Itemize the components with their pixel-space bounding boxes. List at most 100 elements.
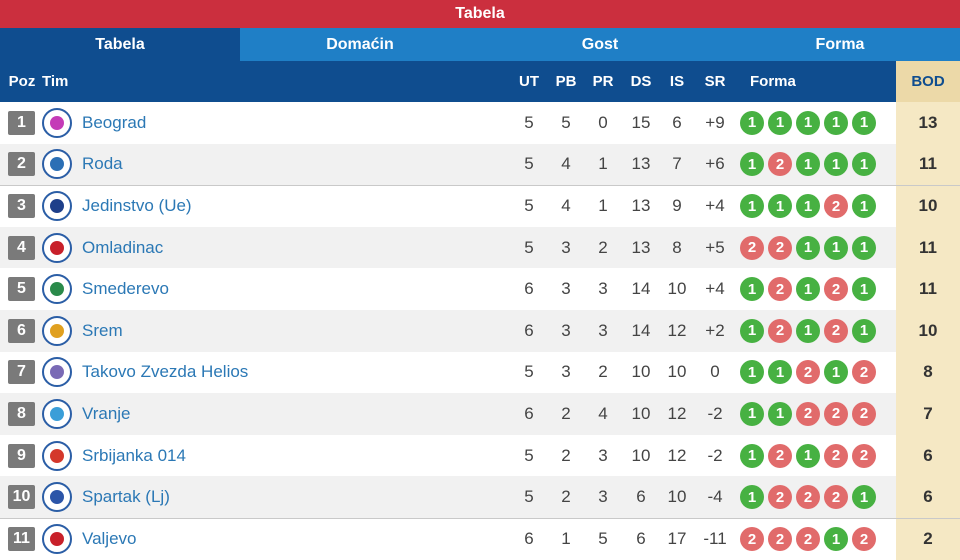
form-result: 1 <box>796 318 820 343</box>
sr-cell: +4 <box>705 279 725 299</box>
form-result: 1 <box>824 152 848 177</box>
position-cell: 3 <box>0 186 44 227</box>
team-name[interactable]: Vranje <box>82 403 131 423</box>
position-badge: 4 <box>8 235 35 260</box>
form-result: 2 <box>824 194 848 219</box>
ut-cell: 5 <box>524 362 534 382</box>
team-name[interactable]: Roda <box>82 154 123 174</box>
pb-cell: 1 <box>561 529 571 549</box>
position-cell: 4 <box>0 227 44 269</box>
team-logo-icon <box>42 107 72 138</box>
tab-tabela[interactable]: Tabela <box>0 28 240 61</box>
team-cell[interactable]: Vranje <box>42 393 510 435</box>
form-result: 1 <box>852 152 876 177</box>
pb-cell: 3 <box>561 362 571 382</box>
team-name[interactable]: Valjevo <box>82 529 137 549</box>
form-result: 2 <box>852 443 876 468</box>
ut-cell: 6 <box>524 529 534 549</box>
team-logo-icon <box>42 191 72 222</box>
team-name[interactable]: Takovo Zvezda Helios <box>82 362 249 382</box>
bod-cell: 6 <box>896 476 960 518</box>
pb-cell: 4 <box>561 154 571 174</box>
team-logo-icon <box>42 398 72 429</box>
team-name[interactable]: Srbijanka 014 <box>82 445 186 465</box>
tab-gost[interactable]: Gost <box>581 35 619 53</box>
team-cell[interactable]: Roda <box>42 144 510 186</box>
team-name[interactable]: Smederevo <box>82 279 169 299</box>
team-name[interactable]: Jedinstvo (Ue) <box>82 196 192 216</box>
position-badge: 3 <box>8 194 35 219</box>
table-row: 7 Takovo Zvezda Helios 5 3 2 10 10 0 1 1 2 1 2 8 <box>0 351 960 394</box>
header-tim: Tim <box>42 73 69 90</box>
header-pb: PB <box>555 73 577 90</box>
table-row: 10 Spartak (Lj) 5 2 3 6 10 -4 1 2 2 2 1 6 <box>0 476 960 518</box>
sr-cell: -2 <box>707 403 723 423</box>
position-badge: 9 <box>8 443 35 468</box>
ut-cell: 6 <box>524 320 534 340</box>
form-result: 1 <box>852 194 876 219</box>
position-cell: 5 <box>0 268 44 310</box>
bod-cell: 8 <box>896 351 960 394</box>
team-name[interactable]: Beograd <box>82 112 147 132</box>
table-row: 4 Omladinac 5 3 2 13 8 +5 2 2 1 1 1 11 <box>0 226 960 269</box>
form-result: 1 <box>852 485 876 510</box>
ds-cell: 10 <box>631 403 651 423</box>
ds-cell: 13 <box>631 237 651 257</box>
form-result: 1 <box>796 235 820 260</box>
is-cell: 17 <box>667 529 687 549</box>
sr-cell: -11 <box>703 529 727 549</box>
form-result: 1 <box>740 401 764 426</box>
form-result: 2 <box>796 485 820 510</box>
form-result: 1 <box>740 360 764 385</box>
team-cell[interactable]: Srem <box>42 310 510 352</box>
form-result: 1 <box>796 443 820 468</box>
team-cell[interactable]: Spartak (Lj) <box>42 476 510 518</box>
pb-cell: 3 <box>561 279 571 299</box>
bod-cell: 2 <box>896 518 960 560</box>
pr-cell: 0 <box>598 112 608 132</box>
team-name[interactable]: Srem <box>82 320 123 340</box>
form-result: 2 <box>768 277 792 302</box>
team-cell[interactable]: Beograd <box>42 102 510 144</box>
ut-cell: 5 <box>524 196 534 216</box>
bod-cell: 11 <box>896 143 960 186</box>
is-cell: 9 <box>672 196 682 216</box>
tab-domacin[interactable]: Domaćin <box>326 35 394 53</box>
pb-cell: 2 <box>561 403 571 423</box>
table-row: 6 Srem 6 3 3 14 12 +2 1 2 1 2 1 10 <box>0 309 960 352</box>
bod-cell: 11 <box>896 226 960 269</box>
pb-cell: 5 <box>561 112 571 132</box>
header-sr: SR <box>704 73 726 90</box>
team-cell[interactable]: Omladinac <box>42 227 510 269</box>
position-cell: 9 <box>0 435 44 477</box>
sr-cell: +5 <box>705 237 725 257</box>
pr-cell: 4 <box>598 403 608 423</box>
form-result: 1 <box>768 110 792 135</box>
team-cell[interactable]: Srbijanka 014 <box>42 435 510 477</box>
form-result: 1 <box>824 110 848 135</box>
page-title: Tabela <box>0 0 960 28</box>
team-logo-icon <box>42 440 72 471</box>
team-cell[interactable]: Jedinstvo (Ue) <box>42 186 510 227</box>
sr-cell: -4 <box>707 487 723 507</box>
sr-cell: 0 <box>710 362 720 382</box>
bod-cell: 13 <box>896 102 960 144</box>
team-name[interactable]: Spartak (Lj) <box>82 487 170 507</box>
team-cell[interactable]: Takovo Zvezda Helios <box>42 352 510 394</box>
form-result: 2 <box>768 527 792 552</box>
ut-cell: 6 <box>524 279 534 299</box>
standings-table: 1 Beograd 5 5 0 15 6 +9 1 1 1 1 1 13 2 Roda 5 4 1 13 7 +6 1 2 1 1… <box>0 102 960 560</box>
form-result: 1 <box>824 360 848 385</box>
tab-forma[interactable]: Forma <box>815 35 865 53</box>
team-cell[interactable]: Smederevo <box>42 268 510 310</box>
team-cell[interactable]: Valjevo <box>42 519 510 560</box>
pr-cell: 2 <box>598 362 608 382</box>
team-name[interactable]: Omladinac <box>82 237 164 257</box>
